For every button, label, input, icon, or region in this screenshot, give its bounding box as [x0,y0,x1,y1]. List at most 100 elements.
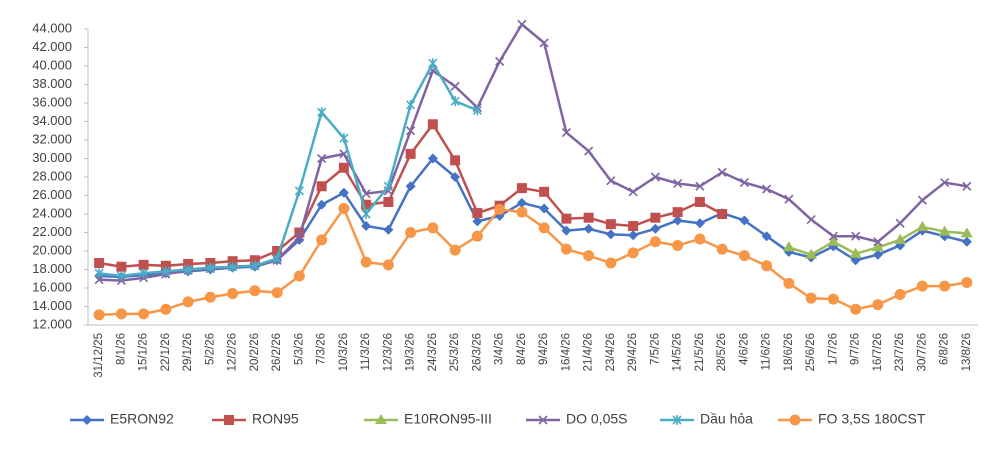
data-point [139,268,149,279]
data-point [627,247,639,259]
y-tick-label: 14.000 [32,298,72,313]
x-tick-label: 30/7/26 [916,333,928,371]
y-tick-label: 28.000 [32,168,72,183]
data-point [938,225,951,236]
data-point [694,196,705,207]
data-point [249,285,261,297]
x-tick-label: 24/3/26 [427,333,439,371]
data-point [361,189,371,199]
data-point [694,233,706,245]
data-point [183,264,193,275]
data-point [738,250,750,262]
series-line [98,123,723,268]
y-tick-label: 34.000 [32,113,72,128]
x-tick-label: 12/3/26 [382,333,394,371]
data-point [583,223,594,234]
data-point [961,276,973,288]
data-point [450,172,461,182]
x-tick-label: 16/7/26 [872,333,884,371]
legend-marker [224,415,234,425]
data-point [805,248,818,259]
data-point [672,207,683,218]
data-point [917,195,927,205]
legend-label: DO 0,05S [566,411,627,427]
data-point [894,233,907,244]
data-point [761,231,772,242]
data-point [672,215,683,226]
data-point [316,181,327,192]
data-point [228,261,238,272]
data-point [383,224,394,235]
y-tick-label: 22.000 [32,224,72,239]
data-point [361,221,372,232]
data-point [873,237,883,247]
data-point [293,270,305,282]
x-tick-label: 14/5/26 [672,333,684,371]
data-point [560,243,572,255]
data-point [94,258,105,269]
data-point [649,236,661,248]
data-point [871,241,884,252]
x-tick-label: 23/4/26 [605,333,617,371]
y-tick-label: 16.000 [32,279,72,294]
x-tick-label: 28/5/26 [716,333,728,371]
y-tick-label: 12.000 [32,316,72,331]
x-tick-label: 16/4/26 [560,333,572,371]
data-point [495,56,505,66]
data-point [360,256,372,268]
data-point [916,220,929,231]
data-point [716,243,728,255]
data-point [338,162,349,173]
x-tick-label: 5/3/26 [293,333,305,365]
data-point [739,215,750,226]
data-point [250,260,260,271]
data-point [850,303,862,315]
data-point [782,241,795,252]
data-point [960,227,973,238]
data-point [138,259,149,270]
data-point [182,296,194,308]
data-point [449,244,461,256]
data-point [94,268,104,279]
data-point [561,225,572,236]
data-point [317,153,327,164]
data-point [962,181,972,191]
data-point [294,227,305,238]
y-tick-label: 40.000 [32,57,72,72]
x-tick-label: 29/1/26 [182,333,194,371]
series-line [98,61,478,278]
x-tick-label: 20/2/26 [249,333,261,371]
data-point [294,232,304,242]
x-tick-label: 15/1/26 [138,333,150,371]
data-point [583,212,594,223]
data-point [517,19,527,29]
data-point [427,222,439,234]
data-point [494,203,506,215]
data-point [116,261,127,272]
data-point [472,216,483,227]
x-tick-label: 31/12/25 [93,333,105,378]
y-tick-label: 30.000 [32,150,72,165]
y-tick-label: 32.000 [32,131,72,146]
data-point [605,219,616,230]
data-point [762,184,772,194]
x-tick-label: 26/3/26 [471,333,483,371]
x-tick-label: 21/4/26 [583,333,595,371]
data-point [249,255,260,266]
data-point [606,176,616,186]
data-point [204,291,216,303]
data-point [160,260,171,271]
data-point [895,218,905,228]
data-point [405,181,416,192]
y-tick-label: 26.000 [32,187,72,202]
data-point [94,275,104,285]
y-tick-label: 42.000 [32,39,72,54]
data-point [650,172,660,182]
data-point [672,239,684,251]
data-point [516,183,527,194]
x-tick-label: 12/2/26 [227,333,239,371]
y-tick-label: 44.000 [32,20,72,35]
data-point [160,303,172,315]
x-tick-label: 8/1/26 [115,333,127,365]
